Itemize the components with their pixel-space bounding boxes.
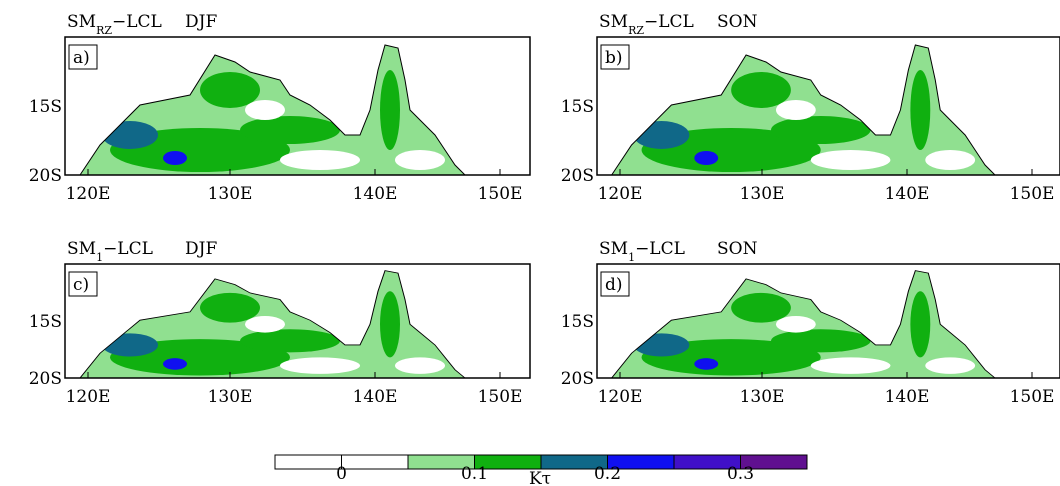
y-tick-label: 15S (29, 97, 62, 117)
panel-title: SM1−LCL (67, 239, 153, 264)
y-tick-label: 15S (561, 312, 594, 332)
x-tick-label: 130E (208, 184, 253, 204)
title-part: SM (67, 239, 96, 259)
y-tick-label: 15S (561, 97, 594, 117)
colorbar-label: 0.1 (461, 464, 488, 484)
x-tick-label: 130E (740, 387, 785, 407)
x-tick-label: 120E (66, 387, 111, 407)
title-part: SM (67, 12, 96, 32)
panel-season: DJF (185, 12, 217, 32)
x-tick-label: 150E (478, 184, 523, 204)
panel-label: d) (605, 275, 623, 295)
colorbar-box (740, 454, 808, 470)
title-part: 1 (628, 251, 635, 264)
x-tick-label: 140E (353, 184, 398, 204)
y-tick-label: 20S (29, 369, 62, 389)
x-tick-label: 130E (208, 387, 253, 407)
y-tick-label: 20S (29, 166, 62, 186)
panel-label: c) (73, 275, 89, 295)
colorbar-label: 0.2 (594, 464, 621, 484)
x-tick-label: 150E (1010, 387, 1055, 407)
title-part: SM (599, 239, 628, 259)
y-tick-label: 20S (561, 166, 594, 186)
x-tick-label: 150E (478, 387, 523, 407)
colorbar-label: 0.3 (727, 464, 754, 484)
panel-title: SMRZ−LCL (599, 12, 694, 37)
x-tick-label: 150E (1010, 184, 1055, 204)
panel-season: DJF (185, 239, 217, 259)
colorbar-label: 0 (336, 464, 347, 484)
title-part: −LCL (103, 239, 153, 259)
y-tick-label: 15S (29, 312, 62, 332)
panel-season: SON (717, 239, 758, 259)
panel-title: SMRZ−LCL (67, 12, 162, 37)
colorbar-title: Kτ (529, 469, 551, 486)
panel-season: SON (717, 12, 758, 32)
x-tick-label: 120E (598, 387, 643, 407)
panel-label: a) (73, 48, 90, 68)
title-part: SM (599, 12, 628, 32)
title-part: −LCL (644, 12, 694, 32)
title-part: RZ (96, 24, 112, 37)
panel-label: b) (605, 48, 623, 68)
x-tick-label: 140E (885, 184, 930, 204)
panel-border (596, 36, 1060, 176)
x-tick-label: 120E (598, 184, 643, 204)
label-box (68, 271, 98, 297)
title-part: RZ (628, 24, 644, 37)
x-tick-label: 140E (885, 387, 930, 407)
x-tick-label: 130E (740, 184, 785, 204)
label-box (600, 271, 630, 297)
panel-border (64, 263, 531, 379)
panel-border (64, 36, 531, 176)
panel-border (596, 263, 1060, 379)
title-part: −LCL (112, 12, 162, 32)
title-part: −LCL (635, 239, 685, 259)
panel-title: SM1−LCL (599, 239, 685, 264)
y-tick-label: 20S (561, 369, 594, 389)
x-tick-label: 120E (66, 184, 111, 204)
colorbar-box (274, 454, 342, 470)
label-box (600, 44, 630, 70)
label-box (68, 44, 98, 70)
x-tick-label: 140E (353, 387, 398, 407)
title-part: 1 (96, 251, 103, 264)
colorbar-box (341, 454, 409, 470)
